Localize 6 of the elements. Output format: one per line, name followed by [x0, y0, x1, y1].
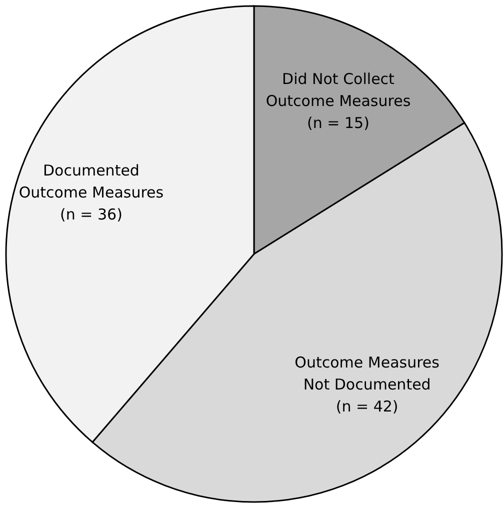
slice-label: Did Not Collect Outcome Measures — [266, 70, 411, 110]
slice-label: Documented Outcome Measures — [18, 162, 164, 202]
slice-label: Outcome Measures Not Documented — [294, 354, 440, 394]
data-label: (n = 36) — [60, 206, 122, 224]
data-label: (n = 42) — [336, 398, 398, 416]
data-label: (n = 15) — [307, 114, 370, 132]
